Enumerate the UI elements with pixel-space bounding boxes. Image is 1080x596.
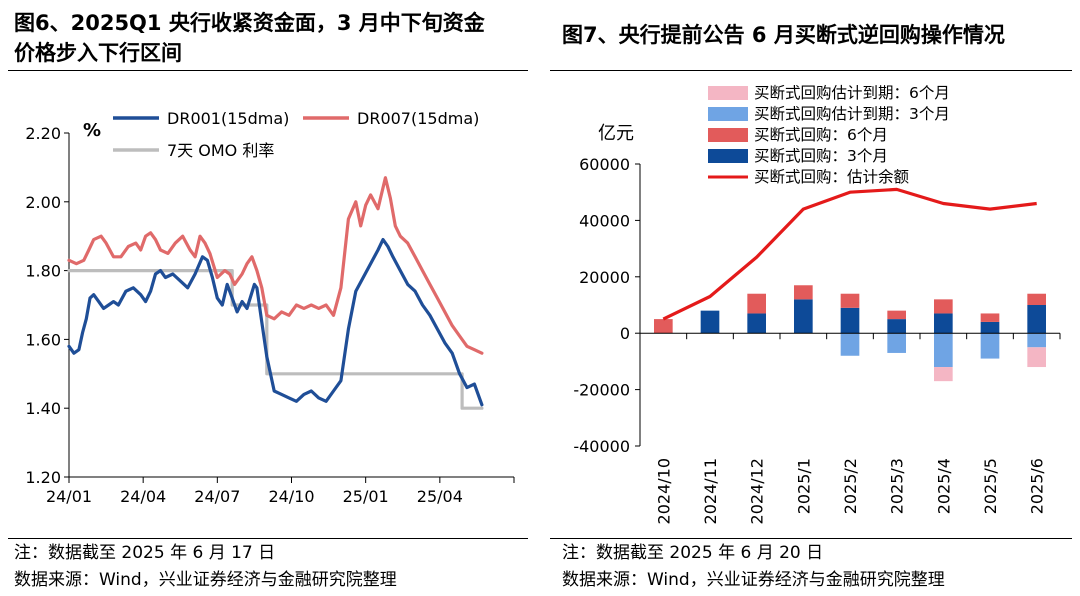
left-chart-title: 图6、2025Q1 央行收紧资金面，3 月中下旬资金 价格步入下行区间 xyxy=(14,8,534,68)
legend-label: DR001(15dma) xyxy=(167,109,289,128)
bar-3m xyxy=(747,313,766,334)
x-tick-label: 2024/10 xyxy=(654,458,673,524)
y-tick-label: 1.20 xyxy=(25,468,61,487)
left-source: 数据来源：Wind，兴业证券经济与金融研究院整理 xyxy=(14,570,397,590)
bar-3m xyxy=(794,299,813,334)
y-tick-label: 0 xyxy=(620,324,630,343)
x-tick-label: 25/04 xyxy=(417,487,463,506)
right-bottom-rule xyxy=(550,538,1072,539)
series-line-dr001 xyxy=(67,238,484,407)
legend-swatch xyxy=(708,149,748,163)
bar-3m xyxy=(934,313,953,334)
y-tick-label: 20000 xyxy=(579,268,630,287)
y-tick-label: 40000 xyxy=(579,211,630,230)
left-title-rule xyxy=(8,70,528,71)
y-tick-label: 1.40 xyxy=(25,399,61,418)
right-bar-chart: 60000 40000 20000 0 -20000 -40000 2024/10 2024/… xyxy=(573,84,1061,524)
legend-label: 买断式回购估计到期：6个月 xyxy=(754,84,950,102)
bar-3m xyxy=(700,310,720,334)
y-tick-label: 2.00 xyxy=(25,193,61,212)
left-line-chart: 1.20 1.40 1.60 1.80 2.00 2.20 24/01 24/04 24/07 2… xyxy=(25,109,515,506)
left-bottom-rule xyxy=(8,538,528,539)
y-unit-label: 亿元 xyxy=(598,123,634,144)
right-chart-title: 图7、央行提前公告 6 月买断式逆回购操作情况 xyxy=(562,23,1005,47)
legend-label: DR007(15dma) xyxy=(357,109,479,128)
x-tick-label: 24/07 xyxy=(194,487,240,506)
bar-6m-maturity xyxy=(1027,347,1046,368)
x-tick-label: 2025/3 xyxy=(888,458,907,514)
legend-swatch xyxy=(708,107,748,121)
right-title-rule xyxy=(550,70,1072,71)
bar-6m xyxy=(1027,293,1046,305)
legend-swatch xyxy=(708,128,748,142)
y-tick-label: 60000 xyxy=(579,155,630,174)
y-tick-label: 2.20 xyxy=(25,124,61,143)
legend-label: 7天 OMO 利率 xyxy=(167,141,274,160)
y-tick-label: -20000 xyxy=(573,381,630,400)
bar-3m xyxy=(1027,305,1046,334)
x-tick-label: 2025/6 xyxy=(1028,458,1047,514)
series-line-balance xyxy=(662,187,1037,321)
legend-label: 买断式回购估计到期：3个月 xyxy=(754,105,950,123)
bar-3m-maturity xyxy=(1027,333,1046,348)
bar-3m xyxy=(980,321,1000,334)
y-unit-label: % xyxy=(83,120,101,141)
left-title-line1: 图6、2025Q1 央行收紧资金面，3 月中下旬资金 xyxy=(14,11,485,35)
bar-3m-maturity xyxy=(934,333,953,368)
bar-6m-maturity xyxy=(934,367,953,382)
x-tick-label: 2025/1 xyxy=(794,458,813,514)
x-tick-label: 2025/2 xyxy=(841,458,860,514)
x-tick-label: 2024/11 xyxy=(701,458,720,524)
y-tick-label: -40000 xyxy=(573,437,630,456)
bar-3m-maturity xyxy=(980,333,1000,359)
left-title-line2: 价格步入下行区间 xyxy=(14,41,182,65)
bar-6m xyxy=(887,310,906,320)
bar-6m xyxy=(840,293,860,308)
bar-3m-maturity xyxy=(840,333,860,356)
bar-3m xyxy=(840,307,860,334)
x-tick-label: 24/01 xyxy=(46,487,92,506)
legend-label: 买断式回购：6个月 xyxy=(754,126,888,144)
right-source: 数据来源：Wind，兴业证券经济与金融研究院整理 xyxy=(562,570,945,590)
bar-3m-maturity xyxy=(887,333,906,353)
series-line-omo xyxy=(67,269,484,410)
legend-label: 买断式回购：3个月 xyxy=(754,147,888,165)
legend-swatch xyxy=(708,86,748,100)
bar-3m xyxy=(887,319,906,334)
x-tick-label: 2024/12 xyxy=(748,458,767,524)
bar-6m xyxy=(794,285,813,300)
x-tick-label: 2025/4 xyxy=(934,458,953,514)
legend-label: 买断式回购：估计余额 xyxy=(754,167,910,186)
x-tick-label: 25/01 xyxy=(343,487,389,506)
y-tick-label: 1.60 xyxy=(25,330,61,349)
series-line-dr007 xyxy=(67,176,484,355)
x-tick-label: 2025/5 xyxy=(981,458,1000,514)
right-note: 注：数据截至 2025 年 6 月 20 日 xyxy=(562,543,824,563)
x-tick-label: 24/10 xyxy=(268,487,314,506)
bar-6m xyxy=(747,293,766,314)
bar-6m xyxy=(980,313,1000,322)
bar-6m xyxy=(654,319,673,334)
left-note: 注：数据截至 2025 年 6 月 17 日 xyxy=(14,543,276,563)
x-tick-label: 24/04 xyxy=(120,487,166,506)
y-tick-label: 1.80 xyxy=(25,262,61,281)
bar-6m xyxy=(934,299,953,314)
